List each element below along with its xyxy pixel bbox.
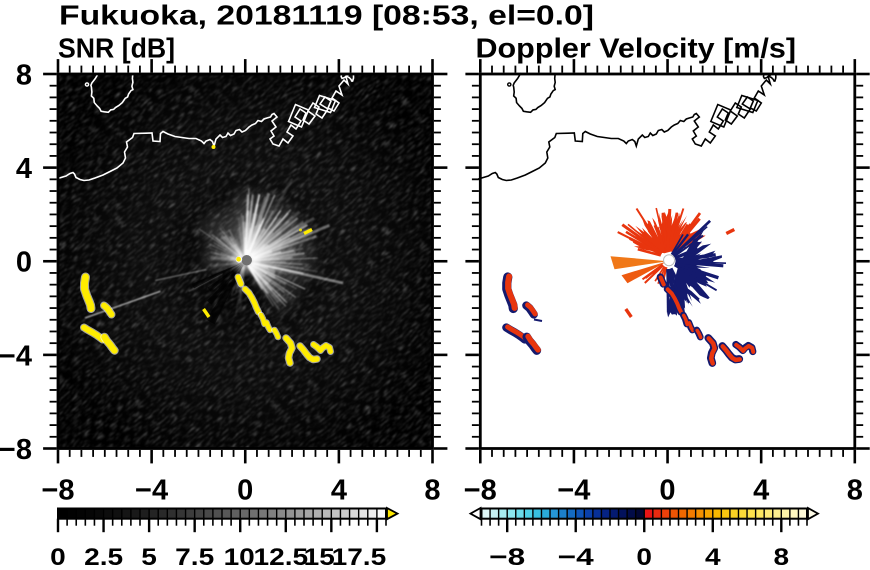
svg-text:0: 0 xyxy=(237,475,253,507)
svg-text:4: 4 xyxy=(16,153,32,185)
svg-text:−8: −8 xyxy=(464,475,497,507)
svg-text:12.5: 12.5 xyxy=(254,544,309,570)
svg-text:15: 15 xyxy=(304,544,335,570)
svg-text:−8: −8 xyxy=(41,475,74,507)
svg-text:0: 0 xyxy=(636,544,652,570)
svg-text:8: 8 xyxy=(847,475,863,507)
svg-text:5: 5 xyxy=(141,544,157,570)
svg-text:0: 0 xyxy=(50,544,66,570)
svg-text:4: 4 xyxy=(753,475,769,507)
svg-text:0: 0 xyxy=(659,475,675,507)
svg-text:4: 4 xyxy=(331,475,347,507)
svg-text:8: 8 xyxy=(774,544,790,570)
svg-text:Fukuoka, 20181119 [08:53, el=0: Fukuoka, 20181119 [08:53, el=0.0] xyxy=(59,0,594,31)
svg-text:SNR [dB]: SNR [dB] xyxy=(58,33,175,64)
svg-text:−4: −4 xyxy=(135,475,168,507)
svg-text:17.5: 17.5 xyxy=(332,544,387,570)
svg-text:0: 0 xyxy=(16,247,32,279)
svg-text:8: 8 xyxy=(16,59,32,91)
svg-text:−4: −4 xyxy=(558,544,594,570)
svg-text:7.5: 7.5 xyxy=(175,544,214,570)
svg-text:8: 8 xyxy=(424,475,440,507)
svg-text:−8: −8 xyxy=(0,434,32,466)
svg-text:10: 10 xyxy=(224,544,255,570)
svg-text:Doppler Velocity [m/s]: Doppler Velocity [m/s] xyxy=(476,33,797,64)
svg-text:−8: −8 xyxy=(489,544,525,570)
svg-text:−4: −4 xyxy=(557,475,590,507)
svg-text:−4: −4 xyxy=(0,340,32,372)
svg-text:4: 4 xyxy=(705,544,721,570)
svg-text:2.5: 2.5 xyxy=(84,544,123,570)
